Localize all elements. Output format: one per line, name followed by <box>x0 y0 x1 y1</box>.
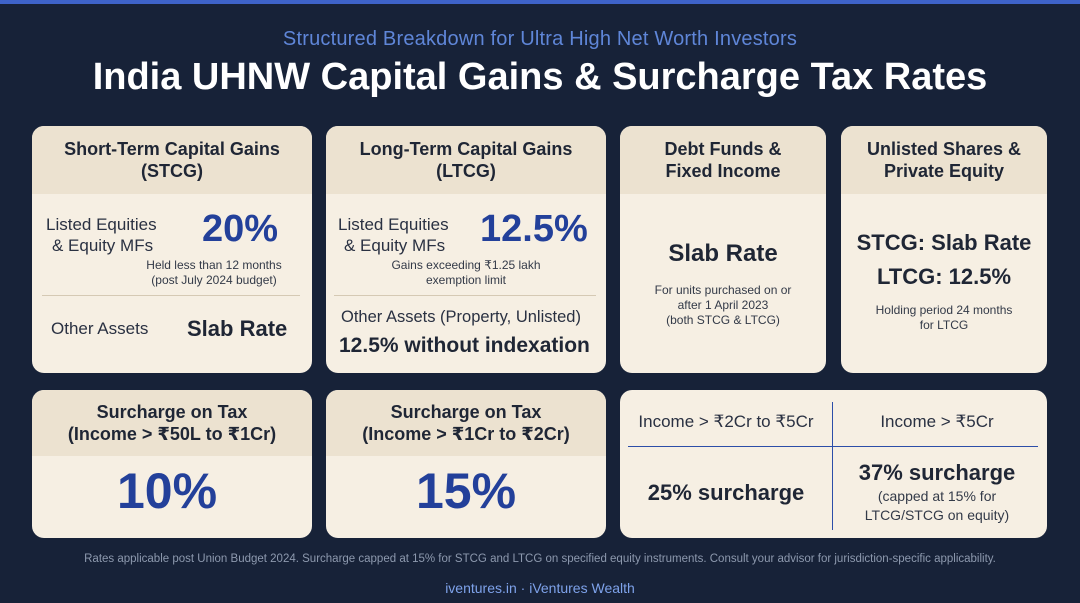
surcharge-1-rate: 10% <box>116 463 218 519</box>
stcg-divider <box>42 295 300 296</box>
stcg-listed-note-line1: Held less than 12 months <box>146 258 282 272</box>
surcharge-2-heading-line1: Surcharge on Tax <box>390 402 542 422</box>
ltcg-listed-rate: 12.5% <box>480 208 588 250</box>
stcg-heading-line1: Short-Term Capital Gains <box>64 139 280 159</box>
surcharge-2-rate: 15% <box>415 463 517 519</box>
footer-brand-link[interactable]: iventures.in · iVentures Wealth <box>445 580 635 596</box>
unlisted-stcg-rate: STCG: Slab Rate <box>856 230 1032 255</box>
unlisted-equity-card: Unlisted Shares & Private Equity STCG: S… <box>841 126 1047 373</box>
surcharge-3-col2-note: (capped at 15% for LTCG/STCG on equity) <box>832 487 1042 525</box>
ltcg-listed-label-line2: & Equity MFs <box>344 236 446 255</box>
stcg-other-label: Other Assets <box>51 319 149 338</box>
top-accent-bar <box>0 0 1080 4</box>
surcharge-2-heading: Surcharge on Tax (Income > ₹1Cr to ₹2Cr) <box>326 390 606 456</box>
stcg-card-heading: Short-Term Capital Gains (STCG) <box>32 126 312 194</box>
ltcg-listed-label: Listed Equities & Equity MFs <box>338 214 449 256</box>
unlisted-note: Holding period 24 months for LTCG <box>841 303 1047 333</box>
surcharge-1-heading-line2: (Income > ₹50L to ₹1Cr) <box>67 424 277 444</box>
debt-heading-line1: Debt Funds & <box>664 139 782 159</box>
page-title: India UHNW Capital Gains & Surcharge Tax… <box>92 56 988 98</box>
debt-funds-card: Debt Funds & Fixed Income Slab Rate For … <box>620 126 826 373</box>
surcharge-3-col2-note-line2: LTCG/STCG on equity) <box>864 507 1010 523</box>
ltcg-heading-line1: Long-Term Capital Gains <box>359 139 573 159</box>
surcharge-50l-1cr-card: Surcharge on Tax (Income > ₹50L to ₹1Cr)… <box>32 390 312 538</box>
unlisted-card-heading: Unlisted Shares & Private Equity <box>841 126 1047 194</box>
surcharge-3-col2-label: Income > ₹5Cr <box>880 412 994 431</box>
stcg-card: Short-Term Capital Gains (STCG) Listed E… <box>32 126 312 373</box>
ltcg-listed-note-line2: exemption limit <box>425 273 507 287</box>
debt-note-line1: For units purchased on or <box>654 283 792 297</box>
unlisted-ltcg-rate: LTCG: 12.5% <box>876 264 1012 289</box>
stcg-listed-label-line1: Listed Equities <box>46 215 157 234</box>
stcg-listed-label: Listed Equities & Equity MFs <box>46 214 157 256</box>
page-subtitle: Structured Breakdown for Ultra High Net … <box>282 28 798 50</box>
debt-note-line2: after 1 April 2023 <box>677 298 769 312</box>
ltcg-heading-line2: (LTCG) <box>436 161 496 181</box>
surcharge-3-vertical-divider <box>832 402 833 530</box>
surcharge-1cr-2cr-card: Surcharge on Tax (Income > ₹1Cr to ₹2Cr)… <box>326 390 606 538</box>
ltcg-listed-label-line1: Listed Equities <box>338 215 449 234</box>
unlisted-heading-line2: Private Equity <box>883 161 1005 181</box>
stcg-listed-label-line2: & Equity MFs <box>52 236 154 255</box>
debt-heading-line2: Fixed Income <box>665 161 781 181</box>
surcharge-1-heading: Surcharge on Tax (Income > ₹50L to ₹1Cr) <box>32 390 312 456</box>
debt-rate: Slab Rate <box>668 240 778 267</box>
debt-card-heading: Debt Funds & Fixed Income <box>620 126 826 194</box>
stcg-other-rate: Slab Rate <box>187 316 288 341</box>
surcharge-2-heading-line2: (Income > ₹1Cr to ₹2Cr) <box>362 424 570 444</box>
unlisted-heading-line1: Unlisted Shares & <box>866 139 1022 159</box>
unlisted-note-line2: for LTCG <box>919 318 969 332</box>
ltcg-listed-note-line1: Gains exceeding ₹1.25 lakh <box>391 258 541 272</box>
surcharge-3-horizontal-divider <box>628 446 1038 447</box>
surcharge-3-col1-label: Income > ₹2Cr to ₹5Cr <box>638 412 814 431</box>
surcharge-high-income-card: Income > ₹2Cr to ₹5Cr Income > ₹5Cr 25% … <box>620 390 1047 538</box>
ltcg-divider <box>334 295 596 296</box>
ltcg-other-rate: 12.5% without indexation <box>339 334 590 357</box>
debt-note-line3: (both STCG & LTCG) <box>666 313 780 327</box>
ltcg-listed-note: Gains exceeding ₹1.25 lakh exemption lim… <box>376 258 556 288</box>
stcg-heading-line2: (STCG) <box>141 161 203 181</box>
unlisted-note-line1: Holding period 24 months <box>875 303 1013 317</box>
surcharge-3-col2-rate: 37% surcharge <box>858 460 1016 485</box>
debt-note: For units purchased on or after 1 April … <box>620 283 826 328</box>
stcg-listed-note-line2: (post July 2024 budget) <box>151 273 277 287</box>
stcg-listed-rate: 20% <box>202 208 279 250</box>
ltcg-card-heading: Long-Term Capital Gains (LTCG) <box>326 126 606 194</box>
ltcg-other-label: Other Assets (Property, Unlisted) <box>341 308 581 326</box>
footer-disclaimer: Rates applicable post Union Budget 2024.… <box>84 553 996 565</box>
surcharge-3-col1-rate: 25% surcharge <box>647 480 805 505</box>
surcharge-1-heading-line1: Surcharge on Tax <box>96 402 248 422</box>
surcharge-3-col2-note-line1: (capped at 15% for <box>877 488 997 504</box>
ltcg-card: Long-Term Capital Gains (LTCG) Listed Eq… <box>326 126 606 373</box>
stcg-listed-note: Held less than 12 months (post July 2024… <box>126 258 302 288</box>
